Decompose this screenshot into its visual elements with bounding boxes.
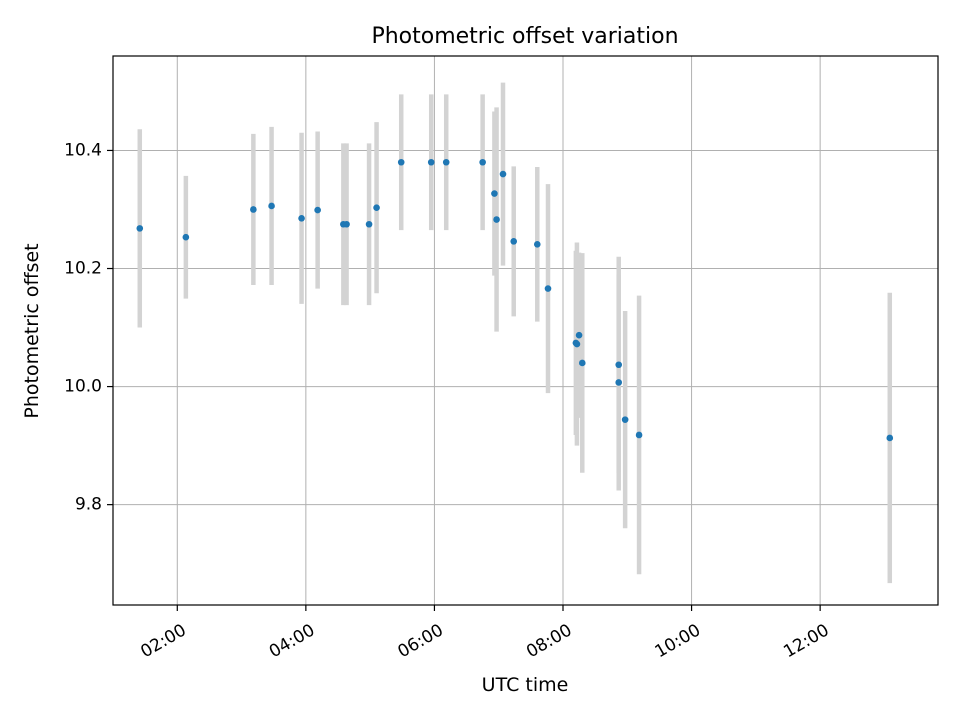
data-point [491, 190, 498, 197]
data-point [886, 434, 894, 442]
data-point [182, 233, 190, 241]
y-axis-label: Photometric offset [21, 243, 43, 418]
data-point [343, 220, 350, 228]
plot-frame [112, 55, 939, 606]
data-point [621, 416, 629, 423]
y-tick-label: 10.2 [64, 259, 102, 279]
data-point [268, 202, 275, 210]
chart-title: Photometric offset variation [371, 24, 678, 49]
data-point [615, 361, 623, 369]
data-point [635, 431, 643, 439]
data-point [578, 359, 586, 367]
data-point [250, 206, 257, 213]
data-point [544, 285, 552, 292]
data-point [479, 158, 486, 166]
data-point [136, 225, 144, 232]
data-point [493, 216, 500, 223]
data-point [314, 206, 321, 214]
data-point [573, 340, 581, 348]
data-point [397, 158, 405, 166]
data-point [575, 331, 583, 339]
data-points [136, 158, 894, 442]
data-point [442, 158, 450, 166]
data-point [427, 158, 435, 166]
data-point [373, 204, 380, 212]
data-point [615, 379, 623, 386]
data-point [298, 215, 305, 222]
grid-lines [113, 56, 938, 605]
data-point [499, 170, 507, 178]
data-point [365, 220, 373, 228]
y-tick-label: 9.8 [75, 495, 102, 515]
data-point [510, 238, 518, 245]
y-tick-label: 10.0 [64, 377, 102, 397]
data-point [533, 241, 541, 248]
x-axis-label: UTC time [482, 674, 569, 696]
y-tick-label: 10.4 [64, 140, 102, 160]
